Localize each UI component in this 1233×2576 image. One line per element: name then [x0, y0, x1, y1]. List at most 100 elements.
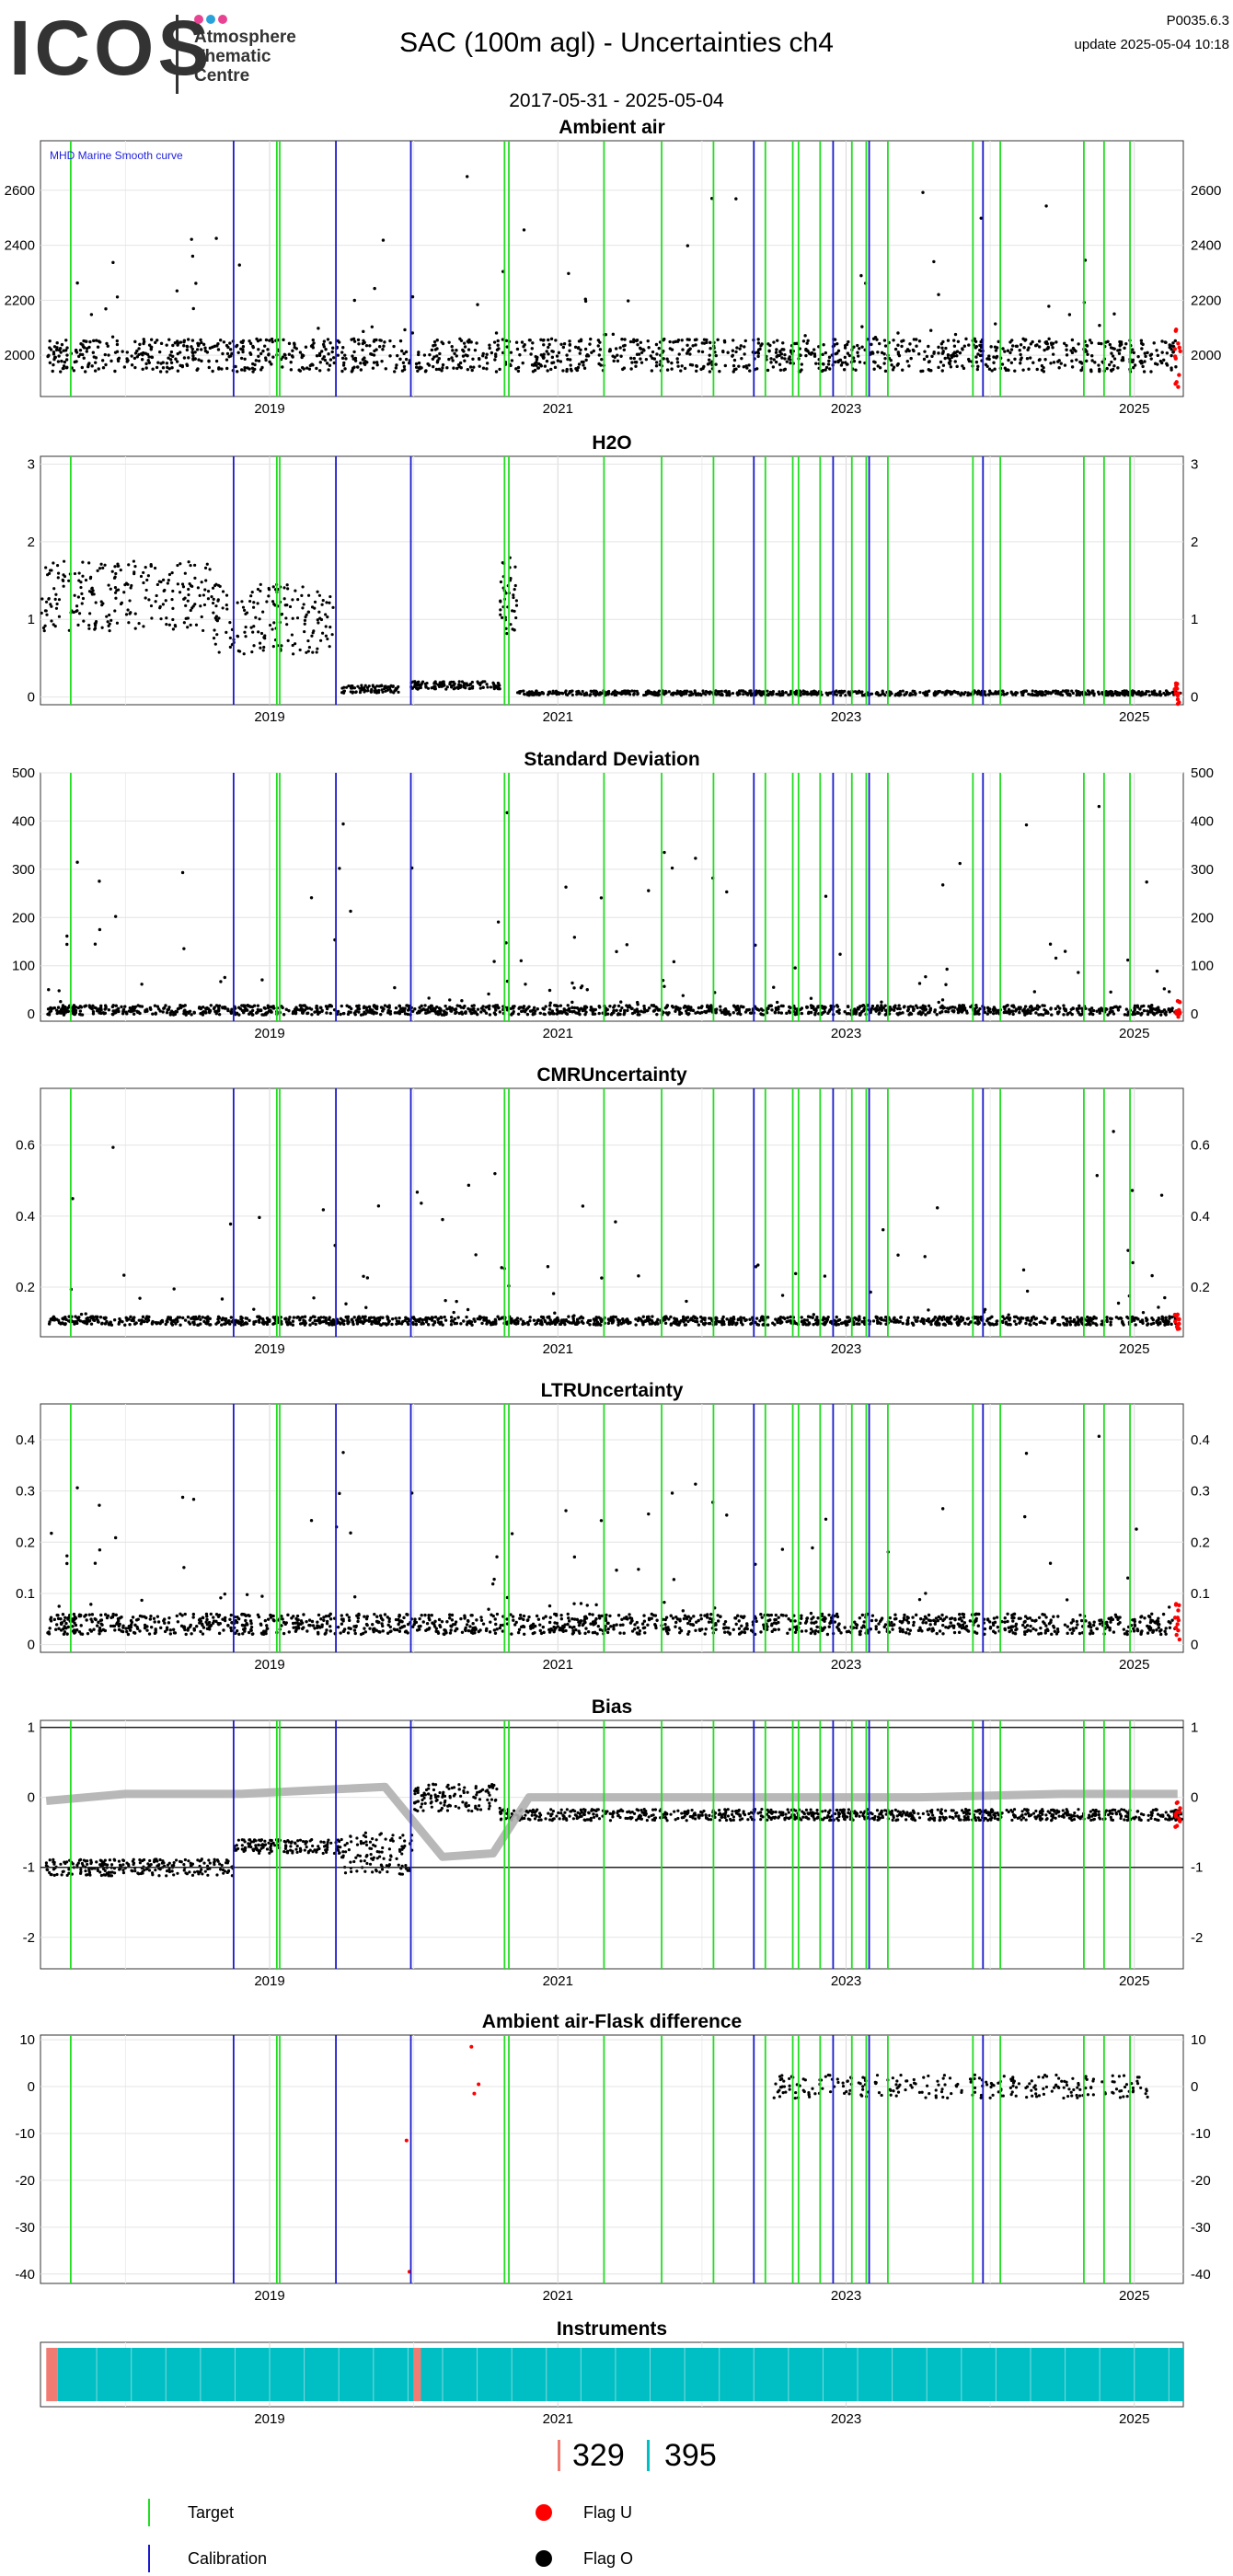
data-point — [911, 689, 915, 693]
data-point — [472, 1004, 476, 1007]
data-point — [137, 621, 141, 626]
data-point — [542, 338, 546, 342]
data-point — [353, 359, 358, 362]
data-point — [55, 564, 60, 568]
data-point — [281, 355, 285, 359]
data-point — [962, 366, 966, 371]
data-point — [657, 346, 661, 351]
data-point — [194, 623, 199, 627]
x-tick-label: 2025 — [1119, 401, 1149, 417]
data-point — [925, 354, 929, 359]
data-point — [389, 690, 393, 694]
data-point — [419, 683, 423, 687]
data-point — [882, 339, 887, 342]
data-point — [591, 1010, 594, 1014]
data-point — [1143, 351, 1147, 355]
y-tick-label-right: 2400 — [1191, 238, 1221, 254]
data-point — [520, 340, 524, 344]
data-point — [1104, 689, 1108, 694]
data-point — [1021, 693, 1025, 697]
data-point — [483, 680, 487, 684]
data-point — [123, 1005, 127, 1008]
data-point — [882, 352, 886, 356]
data-point — [1106, 1013, 1110, 1017]
data-point — [993, 1008, 997, 1012]
data-point — [307, 367, 312, 371]
data-point — [341, 346, 345, 350]
data-point — [339, 1012, 342, 1017]
data-point — [1015, 344, 1020, 349]
data-point — [492, 960, 496, 963]
data-point — [94, 339, 98, 342]
data-point — [550, 361, 554, 365]
data-point — [311, 650, 315, 654]
data-point — [1098, 324, 1101, 328]
data-point — [846, 362, 849, 366]
data-point — [579, 348, 582, 351]
y-tick-label-left: 500 — [12, 765, 35, 781]
data-point — [883, 356, 887, 361]
data-point — [128, 1322, 132, 1327]
data-point — [380, 359, 384, 363]
data-point — [843, 343, 847, 348]
data-point — [782, 348, 786, 351]
data-point — [414, 362, 419, 366]
data-point — [935, 1013, 939, 1017]
data-point — [1009, 361, 1014, 364]
data-point — [291, 616, 294, 620]
data-point — [165, 1010, 169, 1015]
data-point — [838, 952, 842, 956]
page-title: SAC (100m agl) - Uncertainties ch4 — [399, 28, 834, 58]
data-point — [291, 598, 294, 602]
data-point — [1110, 351, 1113, 355]
data-point — [800, 1006, 804, 1010]
data-point — [323, 358, 328, 362]
data-point — [383, 687, 386, 691]
data-point — [608, 348, 612, 351]
data-point — [359, 1013, 363, 1017]
data-point — [156, 361, 160, 364]
data-point — [84, 1312, 87, 1316]
data-point — [667, 690, 671, 694]
data-point — [133, 365, 137, 370]
data-point — [100, 626, 104, 629]
data-point — [789, 361, 792, 365]
data-point — [1027, 692, 1031, 696]
y-tick-label-left: 2200 — [5, 293, 35, 308]
data-point — [187, 560, 190, 564]
data-point — [780, 356, 784, 360]
data-point — [515, 347, 520, 351]
data-point — [1111, 354, 1115, 358]
data-point — [955, 354, 959, 358]
data-point — [423, 1004, 427, 1007]
data-point — [978, 1006, 982, 1011]
data-point — [1003, 350, 1007, 353]
data-point — [759, 344, 763, 348]
data-point — [620, 338, 624, 341]
data-point — [94, 624, 98, 627]
data-point — [1121, 693, 1124, 696]
data-point — [838, 359, 842, 362]
data-point — [522, 689, 525, 693]
data-point — [519, 689, 523, 694]
data-point — [1070, 338, 1075, 342]
data-point — [594, 693, 598, 696]
data-point — [859, 691, 863, 695]
data-point — [927, 1004, 931, 1007]
data-point — [556, 359, 560, 362]
data-point — [87, 362, 91, 365]
data-point — [895, 1012, 899, 1016]
data-point — [190, 347, 194, 351]
data-point — [342, 361, 346, 365]
data-point — [769, 361, 773, 364]
data-point — [117, 1009, 121, 1014]
data-point — [250, 650, 254, 654]
data-point — [828, 367, 832, 371]
data-point — [359, 368, 363, 372]
data-point — [618, 346, 622, 350]
data-point — [827, 355, 832, 360]
data-point — [87, 623, 91, 627]
data-point — [462, 682, 466, 685]
data-point — [457, 680, 461, 684]
data-point — [448, 1006, 452, 1011]
